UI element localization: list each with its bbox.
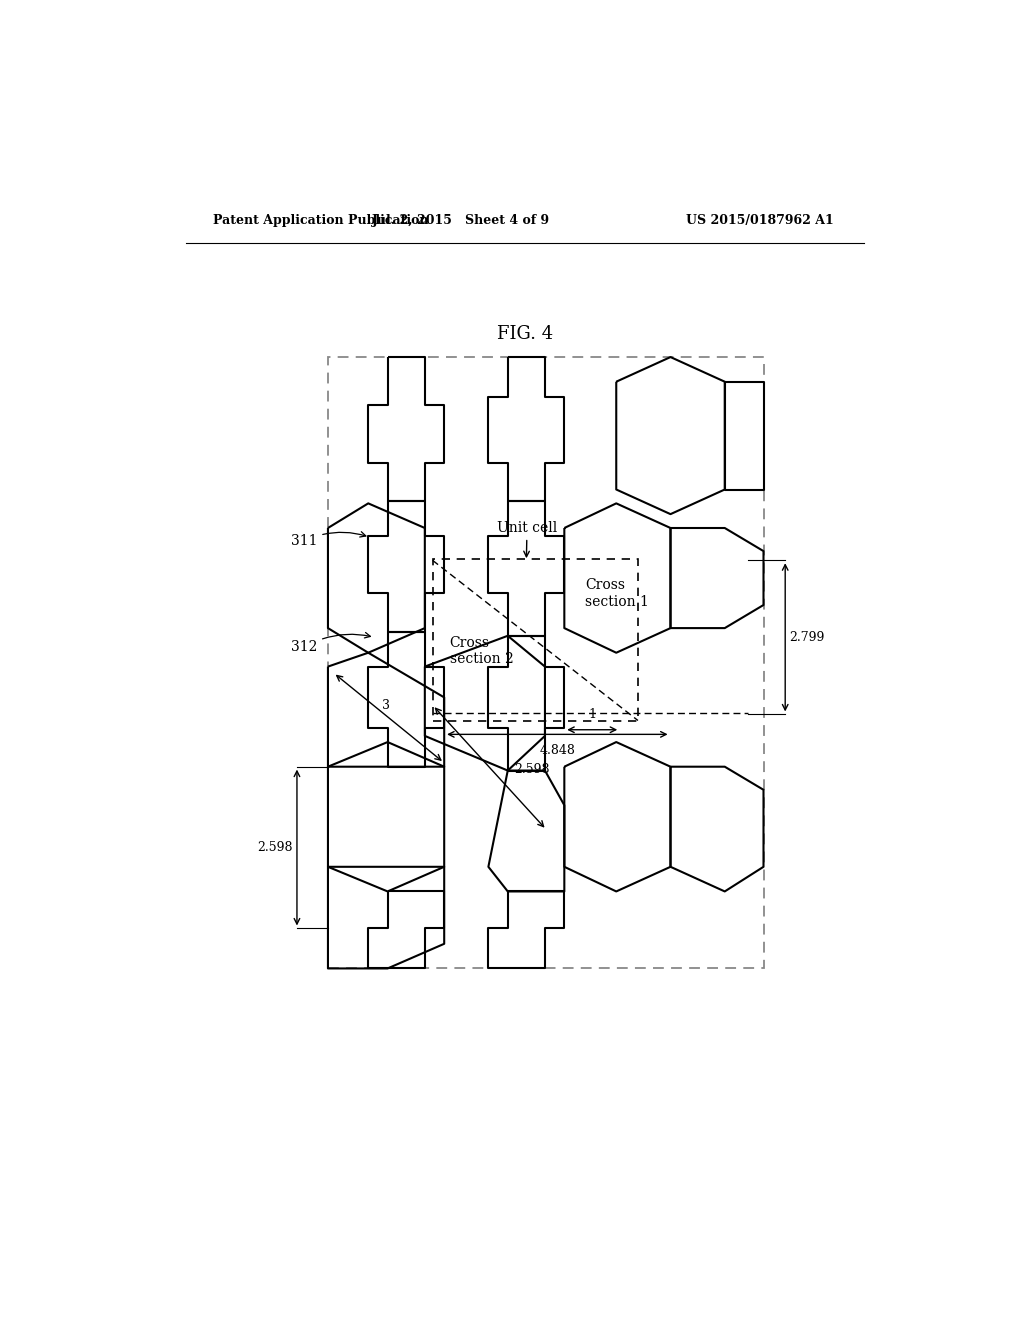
Text: Cross
section 2: Cross section 2 — [450, 636, 513, 667]
Text: 311: 311 — [291, 532, 366, 548]
Text: FIG. 4: FIG. 4 — [497, 325, 553, 343]
Text: 2.598: 2.598 — [258, 841, 293, 854]
Text: Unit cell: Unit cell — [497, 521, 557, 557]
Bar — [328, 358, 764, 969]
Text: Jul. 2, 2015   Sheet 4 of 9: Jul. 2, 2015 Sheet 4 of 9 — [372, 214, 550, 227]
Text: 4.848: 4.848 — [540, 744, 575, 758]
Text: 3: 3 — [382, 698, 390, 711]
Text: 2.598: 2.598 — [514, 763, 550, 776]
Bar — [432, 558, 638, 721]
Text: Patent Application Publication: Patent Application Publication — [213, 214, 429, 227]
Text: 2.799: 2.799 — [790, 631, 824, 644]
Text: 1: 1 — [588, 708, 596, 721]
Text: Cross
section 1: Cross section 1 — [586, 578, 649, 609]
Text: US 2015/0187962 A1: US 2015/0187962 A1 — [685, 214, 834, 227]
Text: 312: 312 — [291, 632, 371, 655]
